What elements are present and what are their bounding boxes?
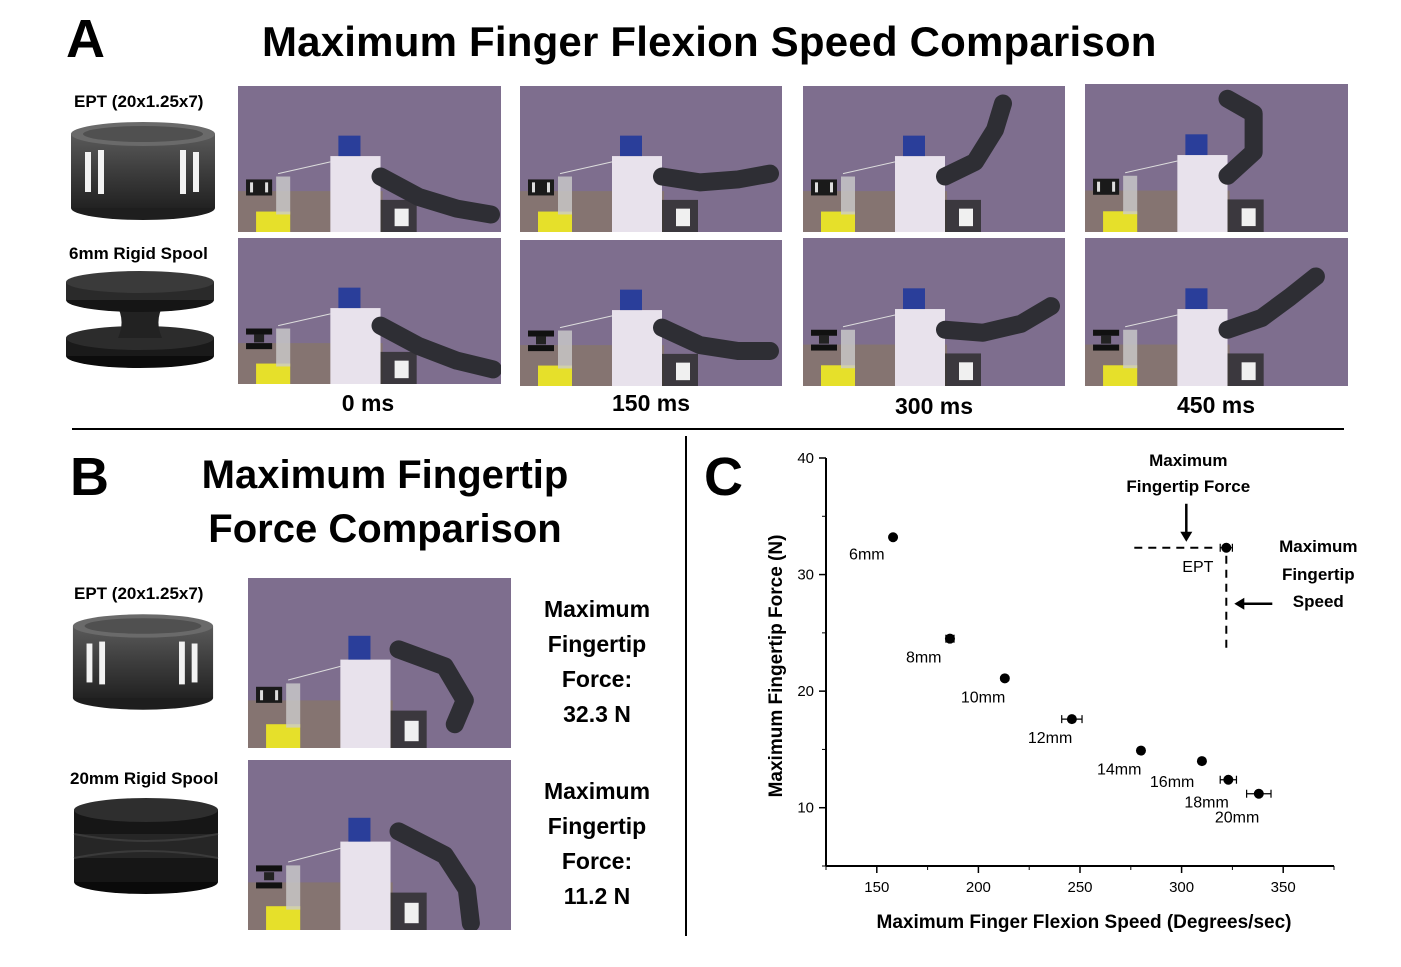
annotation-force-line1: Maximum — [1149, 451, 1227, 470]
y-tick-label: 40 — [797, 450, 814, 467]
data-point-6mm — [888, 532, 899, 543]
time-label-0: 0 ms — [341, 390, 395, 416]
horizontal-divider — [72, 428, 1344, 430]
data-point-16mm — [1196, 756, 1207, 767]
y-axis-label: Maximum Fingertip Force (N) — [766, 535, 787, 798]
chart-axes: 150 200 250 300 350 10 20 30 40 Maximum Finger Fl… — [766, 450, 1335, 933]
panel-b-row1-label: EPT (20x1.25x7) — [74, 584, 204, 603]
chart-annotations: Maximum Fingertip Force Maximum Fingertip Sp… — [1126, 451, 1358, 648]
data-label-6mm: 6mm — [849, 546, 885, 563]
flexion-frame-2 — [803, 86, 1065, 232]
flexion-frame-6 — [803, 238, 1065, 386]
rigid-spool-6mm-icon — [64, 270, 216, 370]
force-ept-line1: Maximum — [543, 596, 651, 622]
time-label-1: 150 ms — [611, 390, 690, 416]
annotation-speed-line3: Speed — [1293, 592, 1344, 611]
force-ept-line2: Fingertip — [547, 631, 647, 657]
y-tick-label: 10 — [797, 800, 814, 817]
data-point-EPT — [1221, 542, 1232, 553]
force-frame-1 — [248, 760, 511, 930]
data-point-14mm — [1135, 745, 1146, 756]
y-tick-label: 30 — [797, 567, 814, 584]
speed-arrow-head — [1234, 597, 1245, 610]
vertical-divider — [685, 436, 687, 936]
force-20mm-line2: Fingertip — [547, 813, 647, 839]
data-label-EPT: EPT — [1182, 559, 1213, 576]
flexion-frame-1 — [520, 86, 782, 232]
data-label-20mm: 20mm — [1215, 810, 1259, 827]
flexion-frame-5 — [520, 240, 782, 386]
force-result-ept: Maximum Fingertip Force: 32.3 N — [522, 592, 672, 732]
force-20mm-line1: Maximum — [543, 778, 651, 804]
panel-c-letter: C — [704, 447, 743, 507]
panel-b-row2-label: 20mm Rigid Spool — [70, 769, 219, 788]
panel-a-title: Maximum Finger Flexion Speed Comparison — [262, 18, 1157, 65]
flexion-frame-0 — [238, 86, 501, 232]
force-result-20mm: Maximum Fingertip Force: 11.2 N — [522, 774, 672, 914]
data-point-20mm — [1253, 788, 1264, 799]
force-20mm-line3: Force: — [561, 848, 633, 874]
x-tick-label: 250 — [1067, 879, 1092, 896]
x-tick-label: 200 — [966, 879, 991, 896]
time-label-3: 450 ms — [1176, 392, 1255, 418]
annotation-speed-line1: Maximum — [1279, 537, 1357, 556]
force-arrow-head — [1180, 531, 1193, 542]
flexion-frame-7 — [1085, 238, 1348, 386]
x-tick-label: 350 — [1271, 879, 1296, 896]
time-label-2: 300 ms — [894, 393, 973, 419]
force-ept-line4: 32.3 N — [563, 701, 631, 727]
data-label-18mm: 18mm — [1184, 795, 1228, 812]
data-label-14mm: 14mm — [1097, 762, 1141, 779]
panel-a-letter: A — [66, 9, 105, 69]
data-point-18mm — [1223, 774, 1234, 785]
annotation-speed-line2: Fingertip — [1282, 565, 1355, 584]
data-label-8mm: 8mm — [906, 650, 942, 667]
data-label-12mm: 12mm — [1028, 730, 1072, 747]
data-point-8mm — [944, 633, 955, 644]
panel-a-row2-label: 6mm Rigid Spool — [69, 244, 208, 263]
ept-spool-icon-b — [70, 612, 216, 712]
force-ept-line3: Force: — [561, 666, 633, 692]
data-label-10mm: 10mm — [961, 689, 1005, 706]
x-tick-label: 150 — [864, 879, 889, 896]
data-point-12mm — [1066, 714, 1077, 725]
force-frame-0 — [248, 578, 511, 748]
panel-b-letter: B — [70, 447, 109, 507]
ept-spool-icon — [68, 120, 218, 222]
y-tick-label: 20 — [797, 683, 814, 700]
data-label-16mm: 16mm — [1150, 774, 1194, 791]
annotation-force-line2: Fingertip Force — [1126, 477, 1250, 496]
panel-b-title-line2: Force Comparison — [208, 507, 562, 551]
panel-b-title: Maximum Fingertip Force Comparison — [160, 448, 610, 556]
flexion-frame-4 — [238, 238, 501, 384]
flexion-frame-3 — [1085, 84, 1348, 232]
rigid-spool-20mm-icon — [72, 796, 220, 896]
scatter-chart: 150 200 250 300 350 10 20 30 40 Maximum Finger Fl… — [766, 450, 1358, 933]
x-tick-label: 300 — [1169, 879, 1194, 896]
panel-b-title-line1: Maximum Fingertip — [201, 453, 569, 497]
panel-a-row1-label: EPT (20x1.25x7) — [74, 92, 204, 111]
force-20mm-line4: 11.2 N — [563, 883, 631, 909]
data-point-10mm — [999, 673, 1010, 684]
x-axis-label: Maximum Finger Flexion Speed (Degrees/se… — [877, 912, 1292, 933]
